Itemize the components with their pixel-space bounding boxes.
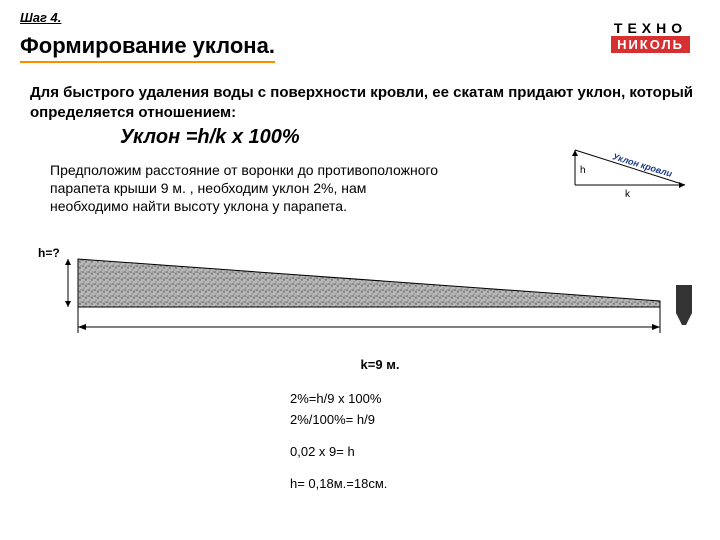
h-label: h=? bbox=[38, 246, 60, 260]
mini-slope-label: Уклон кровли bbox=[611, 151, 673, 179]
mini-slope-diagram: Уклон кровли h k bbox=[570, 145, 690, 200]
calc-line-1: 2%=h/9 x 100% bbox=[290, 390, 700, 408]
main-slope-diagram: h=? bbox=[40, 241, 700, 351]
k-label: k=9 м. bbox=[60, 357, 700, 372]
logo-bottom-text: НИКОЛЬ bbox=[611, 36, 690, 53]
calc-line-4: h= 0,18м.=18см. bbox=[290, 475, 700, 493]
mini-h-label: h bbox=[580, 165, 586, 176]
brand-logo: ТЕХНО НИКОЛЬ bbox=[611, 20, 690, 54]
calc-line-2: 2%/100%= h/9 bbox=[290, 411, 700, 429]
logo-top-text: ТЕХНО bbox=[611, 20, 690, 36]
intro-text: Для быстрого удаления воды с поверхности… bbox=[20, 83, 700, 122]
assumption-text: Предположим расстояние от воронки до про… bbox=[20, 161, 440, 216]
page-title: Формирование уклона. bbox=[20, 33, 275, 63]
step-label: Шаг 4. bbox=[20, 10, 700, 25]
calculation-block: 2%=h/9 x 100% 2%/100%= h/9 0,02 x 9= h h… bbox=[290, 390, 700, 494]
calc-line-3: 0,02 x 9= h bbox=[290, 443, 700, 461]
mini-k-label: k bbox=[625, 189, 631, 200]
